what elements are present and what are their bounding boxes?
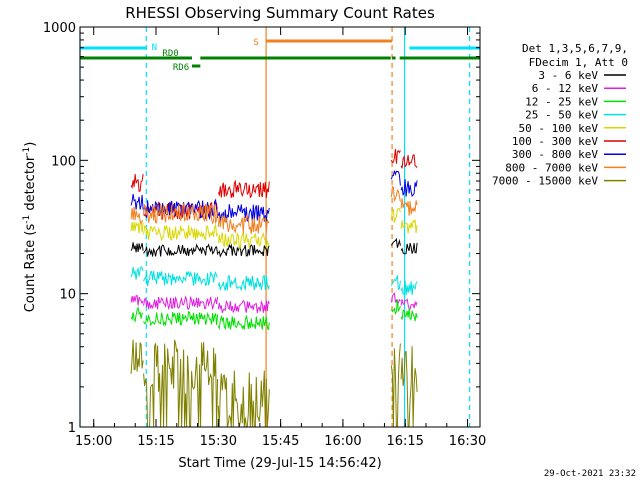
plot-area: N RD0 RD6 S	[79, 26, 481, 428]
series-trace	[390, 237, 401, 248]
series-trace	[143, 243, 219, 257]
series-trace	[390, 299, 401, 315]
series-25-50-kev	[130, 265, 418, 296]
y-tick-label: 100	[51, 154, 76, 169]
legend-entry-label: 300 - 800 keV	[512, 148, 598, 161]
x-tick-label: 16:15	[386, 434, 423, 449]
series-800-7000-kev	[130, 186, 418, 234]
legend-entry-label: 7000 - 15000 keV	[492, 175, 598, 188]
series-trace	[390, 292, 401, 306]
legend-header-line-2: FDecim 1, Att 0	[529, 56, 628, 69]
flag-s: S	[253, 38, 393, 48]
series-trace	[390, 170, 401, 186]
x-tick-label: 15:15	[137, 434, 174, 449]
flag-n: N	[80, 43, 480, 53]
series-trace	[390, 149, 401, 164]
series-trace	[130, 193, 144, 210]
series-trace	[217, 299, 270, 314]
series-layer	[130, 149, 418, 428]
chart-title: RHESSI Observing Summary Count Rates	[125, 4, 435, 22]
series-trace	[400, 308, 418, 322]
series-trace	[390, 207, 401, 223]
series-trace	[400, 179, 418, 198]
y-tick-label: 1000	[43, 21, 76, 36]
status-flags: N RD0 RD6 S	[80, 38, 480, 73]
series-trace	[400, 219, 418, 234]
series-trace	[143, 223, 219, 242]
legend-entry-label: 12 - 25 keV	[525, 95, 598, 108]
series-trace	[130, 294, 144, 306]
series-trace	[143, 270, 218, 287]
series-3-6-kev	[130, 237, 418, 258]
legend-header-line-1: Det 1,3,5,6,7,9,	[522, 42, 628, 55]
y-axis-label: Count Rate (s-1 detector-1)	[22, 142, 38, 313]
series-trace	[130, 265, 144, 280]
series-trace	[143, 295, 219, 311]
series-6-12-kev	[130, 292, 418, 314]
series-trace	[217, 231, 270, 250]
series-trace	[400, 242, 418, 255]
series-trace	[400, 198, 418, 216]
footer-date: 29-Oct-2021 23:32	[544, 469, 636, 479]
x-tick-label: 15:30	[200, 434, 237, 449]
series-trace	[217, 214, 270, 234]
legend: Det 1,3,5,6,7,9, FDecim 1, Att 0 3 - 6 k…	[492, 42, 628, 188]
legend-entry-label: 800 - 7000 keV	[505, 161, 598, 174]
series-trace	[130, 242, 144, 253]
legend-entry-label: 25 - 50 keV	[525, 109, 598, 122]
series-trace	[390, 186, 401, 203]
plot-frame	[79, 26, 481, 428]
x-tick-label: 16:30	[449, 434, 486, 449]
legend-entry-label: 100 - 300 keV	[512, 135, 598, 148]
series-trace	[143, 202, 219, 225]
y-tick-label: 10	[59, 288, 76, 303]
legend-entry-label: 3 - 6 keV	[538, 69, 598, 82]
series-12-25-kev	[130, 299, 418, 331]
series-trace	[130, 339, 144, 374]
series-trace	[400, 154, 418, 169]
series-trace	[143, 310, 219, 327]
series-trace	[130, 174, 144, 192]
x-tick-label: 15:00	[75, 434, 112, 449]
series-trace	[130, 305, 144, 323]
flag-label: RD6	[173, 63, 189, 73]
flag-label: RD0	[162, 49, 178, 59]
y-axis: 1 10 100 1000	[43, 21, 480, 436]
flag-label: S	[253, 38, 258, 48]
legend-entry-label: 6 - 12 keV	[532, 82, 599, 95]
series-trace	[217, 274, 270, 291]
series-trace	[217, 370, 270, 428]
series-trace	[390, 343, 401, 428]
flag-label: N	[152, 43, 157, 53]
legend-entry-label: 50 - 100 keV	[519, 122, 599, 135]
series-trace	[400, 280, 418, 296]
series-50-100-kev	[130, 207, 418, 250]
series-trace	[217, 314, 270, 331]
flag-rd6: RD6	[173, 63, 201, 73]
x-tick-label: 15:45	[262, 434, 299, 449]
x-axis-label: Start Time (29-Jul-15 14:56:42)	[178, 456, 381, 471]
y-tick-label: 1	[68, 421, 76, 436]
series-trace	[217, 179, 270, 199]
x-tick-label: 16:00	[324, 434, 361, 449]
series-trace	[217, 243, 270, 258]
series-trace	[143, 339, 219, 428]
series-trace	[130, 206, 144, 225]
series-trace	[390, 274, 401, 291]
x-axis: 15:00 15:15 15:30 15:45 16:00 16:15 16:30	[75, 27, 486, 449]
flag-rd0: RD0	[80, 49, 480, 60]
